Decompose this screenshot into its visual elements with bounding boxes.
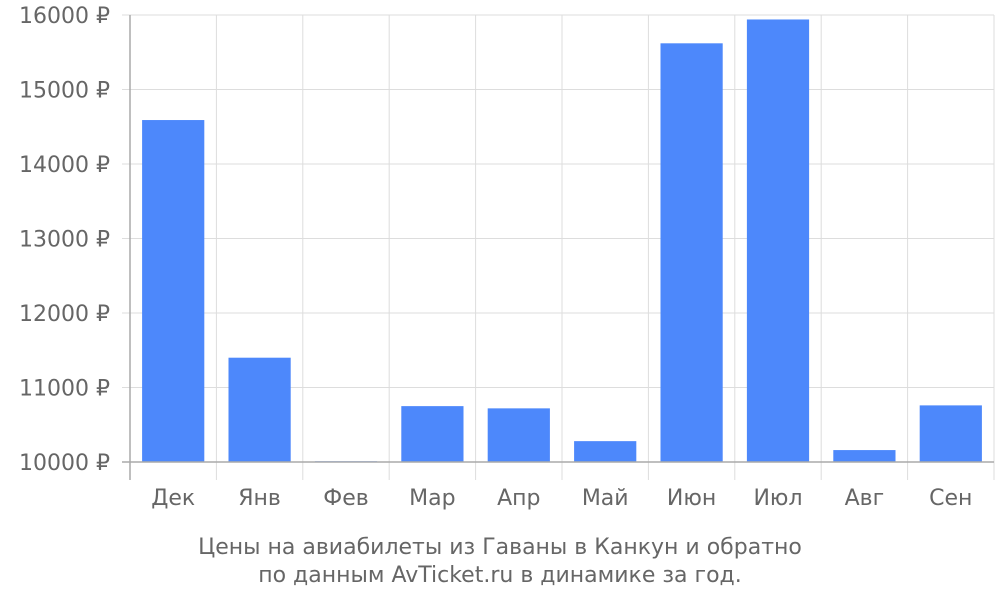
- y-tick-label: 11000 ₽: [19, 377, 110, 402]
- y-tick-label: 15000 ₽: [19, 79, 110, 104]
- bar-9: [833, 450, 896, 462]
- bar-7: [660, 43, 723, 463]
- bars: [142, 19, 982, 463]
- bar-4: [401, 406, 464, 462]
- axes: [122, 15, 994, 480]
- x-tick-label: Апр: [497, 486, 540, 511]
- x-tick-label: Июн: [667, 486, 716, 511]
- x-tick-label: Сен: [929, 486, 972, 511]
- y-tick-label: 16000 ₽: [19, 4, 110, 29]
- x-tick-label: Май: [582, 486, 629, 511]
- x-tick-label: Дек: [151, 486, 195, 511]
- bar-6: [574, 441, 637, 462]
- grid-lines: [122, 14, 995, 480]
- y-tick-label: 12000 ₽: [19, 302, 110, 327]
- bar-5: [487, 408, 550, 462]
- bar-2: [228, 357, 291, 462]
- y-tick-label: 13000 ₽: [19, 228, 110, 253]
- chart-caption-line-1: Цены на авиабилеты из Гаваны в Канкун и …: [198, 535, 802, 560]
- x-tick-labels: Дек Янв Фев Мар Апр Май Июн Июл Авг Сен: [151, 486, 972, 511]
- x-tick-label: Июл: [753, 486, 802, 511]
- bar-8: [746, 19, 810, 462]
- bar-10: [919, 405, 982, 462]
- y-tick-label: 10000 ₽: [19, 451, 110, 476]
- x-tick-label: Мар: [409, 486, 455, 511]
- chart-caption-line-2: по данным AvTicket.ru в динамике за год.: [258, 563, 742, 588]
- x-tick-label: Авг: [845, 486, 885, 511]
- y-tick-labels: 10000 ₽ 11000 ₽ 12000 ₽ 13000 ₽ 14000 ₽ 15000…: [19, 4, 110, 476]
- y-tick-label: 14000 ₽: [19, 153, 110, 178]
- x-tick-label: Фев: [323, 486, 368, 511]
- bar-1: [142, 120, 205, 463]
- x-tick-label: Янв: [238, 486, 281, 511]
